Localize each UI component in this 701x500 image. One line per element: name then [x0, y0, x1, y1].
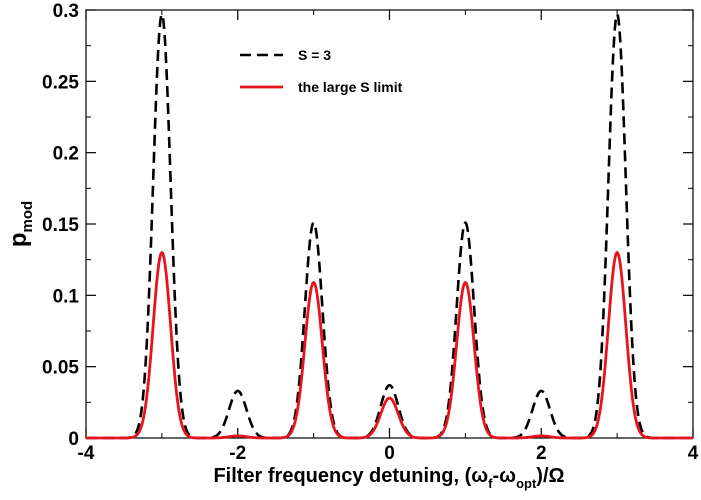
x-tick-label: 0 [384, 443, 395, 464]
y-tick-label: 0.1 [53, 286, 80, 307]
x-tick-label: 2 [536, 443, 547, 464]
x-axis-title: Filter frequency detuning, (ωf-ωopt)/Ω [213, 465, 564, 491]
plot-frame [85, 9, 694, 439]
legend-label-s3: S = 3 [298, 47, 331, 63]
x-axis-dash: - [492, 465, 499, 487]
x-tick-label: -4 [78, 443, 95, 464]
y-tick-label: 0 [68, 429, 79, 450]
series-line-s3 [85, 12, 694, 440]
x-axis-sub-f: f [488, 476, 493, 491]
x-axis-omega-f: ω [471, 465, 488, 487]
y-axis-title: pmod [5, 201, 36, 247]
y-tick-labels: 0 0.05 0.1 0.15 0.2 0.25 0.3 [42, 1, 79, 450]
x-axis-omega-opt: ω [499, 465, 516, 487]
legend: S = 3 the large S limit [240, 47, 403, 95]
x-tick-label: 4 [688, 443, 699, 464]
y-tick-label: 0.25 [42, 72, 79, 93]
x-axis-title-main: Filter frequency detuning, ( [213, 465, 471, 487]
x-axis-sub-opt: opt [516, 476, 537, 491]
x-tick-label: -2 [229, 443, 246, 464]
y-tick-label: 0.2 [53, 144, 79, 165]
x-axis-title-tail: )/Ω [536, 465, 564, 487]
y-axis-title-main: p [5, 233, 32, 248]
y-tick-label: 0.3 [53, 1, 79, 22]
legend-label-large-s-limit: the large S limit [298, 79, 403, 95]
series-line-large-s-limit [85, 251, 694, 440]
y-tick-label: 0.05 [42, 358, 79, 379]
y-axis-title-sub: mod [19, 201, 36, 233]
ticks [85, 9, 694, 439]
x-tick-labels: -4 -2 0 2 4 [78, 443, 699, 464]
y-tick-label: 0.15 [42, 215, 79, 236]
series-group [85, 12, 694, 440]
